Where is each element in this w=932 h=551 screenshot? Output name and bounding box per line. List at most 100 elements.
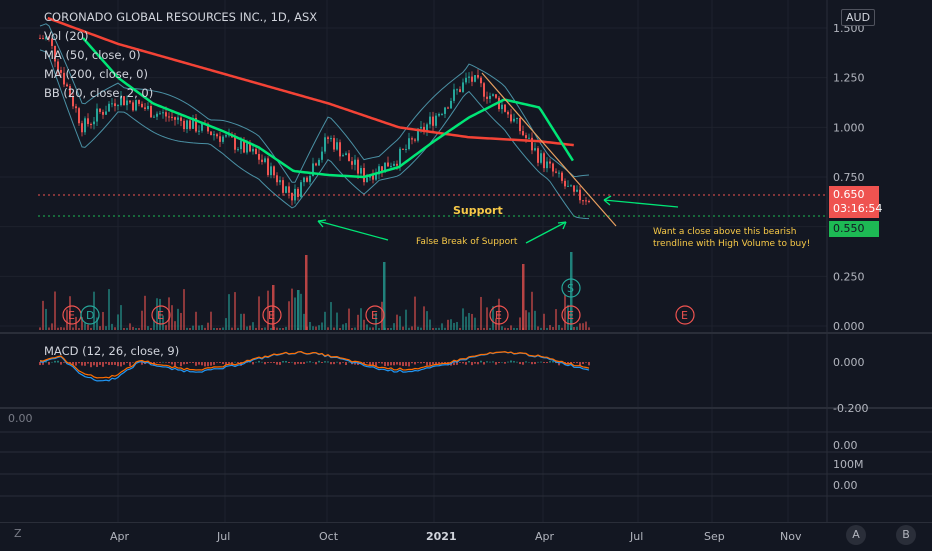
macd-axis[interactable]: 0.000 -0.200 bbox=[833, 356, 868, 415]
marker-circle bbox=[675, 305, 695, 325]
candle-body bbox=[492, 94, 494, 96]
candle-body bbox=[291, 192, 293, 201]
macd-histogram-bar bbox=[396, 362, 398, 365]
macd-histogram-bar bbox=[306, 361, 308, 363]
candle-body bbox=[147, 105, 149, 109]
macd-histogram-bar bbox=[558, 362, 560, 366]
volume-bar bbox=[381, 301, 383, 330]
candle-body bbox=[417, 128, 419, 141]
macd-histogram-bar bbox=[159, 362, 161, 363]
candle-body bbox=[465, 77, 467, 83]
time-axis[interactable]: Apr Jul Oct 2021 Apr Jul Sep Nov bbox=[110, 530, 802, 543]
earnings-marker: E bbox=[489, 305, 509, 325]
macd-histogram-bar bbox=[99, 362, 101, 365]
currency-button[interactable]: AUD bbox=[841, 9, 876, 26]
candle-body bbox=[156, 113, 158, 117]
macd-histogram-bar bbox=[411, 362, 413, 364]
candle-body bbox=[333, 138, 335, 150]
volume-bar bbox=[492, 306, 494, 330]
volume-bar bbox=[282, 328, 284, 330]
volume-bar bbox=[63, 327, 65, 330]
candle-body bbox=[582, 200, 584, 202]
candle-body bbox=[399, 148, 401, 166]
candle-body bbox=[177, 117, 179, 120]
candle-body bbox=[447, 107, 449, 109]
volume-bar bbox=[270, 327, 272, 330]
legend-ma200[interactable]: MA (200, close, 0) bbox=[44, 67, 148, 81]
candle-body bbox=[480, 77, 482, 84]
macd-histogram-bar bbox=[549, 361, 551, 363]
candle-body bbox=[81, 123, 83, 133]
candle-body bbox=[486, 96, 488, 99]
macd-histogram-bar bbox=[480, 360, 482, 363]
candle-body bbox=[552, 163, 554, 172]
macd-histogram-bar bbox=[282, 361, 284, 363]
volume-bar bbox=[102, 311, 104, 330]
ma200-line bbox=[47, 16, 574, 147]
legend-bb[interactable]: BB (20, close, 2, 0) bbox=[44, 86, 154, 100]
candle-body bbox=[198, 130, 200, 132]
auto-scale-button[interactable]: A bbox=[846, 525, 866, 545]
volume-bar bbox=[474, 317, 476, 330]
volume-bar bbox=[324, 311, 326, 330]
macd-histogram-bar bbox=[198, 362, 200, 365]
legend-ma50[interactable]: MA (50, close, 0) bbox=[44, 48, 141, 62]
volume-bar bbox=[513, 327, 515, 330]
zoom-button[interactable]: Z bbox=[14, 527, 22, 540]
macd-histogram-bar bbox=[192, 362, 194, 363]
volume-bar bbox=[72, 327, 74, 330]
volume-bar bbox=[132, 326, 134, 330]
macd-histogram-bar bbox=[225, 362, 227, 365]
candle-body bbox=[96, 108, 98, 122]
macd-histogram-bar bbox=[39, 362, 41, 366]
candle-body bbox=[138, 100, 140, 104]
legend-vol[interactable]: Vol (20) bbox=[44, 29, 89, 43]
candle-body bbox=[330, 138, 332, 140]
event-markers[interactable]: E E E E E E EDS bbox=[62, 278, 695, 325]
volume-bar bbox=[327, 327, 329, 330]
price-tick-label: 0.000 bbox=[833, 320, 865, 333]
volume-bar bbox=[540, 327, 542, 330]
volume-bar bbox=[321, 322, 323, 330]
volume-bar bbox=[174, 321, 176, 330]
log-scale-button[interactable]: B bbox=[896, 525, 916, 545]
time-tick-label: Sep bbox=[704, 530, 725, 543]
volume-bar bbox=[180, 312, 182, 330]
candle-body bbox=[255, 148, 257, 154]
macd-histogram-bar bbox=[528, 361, 530, 363]
volume-bar bbox=[543, 313, 545, 330]
candle-body bbox=[108, 103, 110, 112]
volume-bar bbox=[459, 327, 461, 330]
volume-bar bbox=[366, 324, 368, 330]
legend-macd[interactable]: MACD (12, 26, close, 9) bbox=[44, 344, 180, 358]
bearish-trendline[interactable] bbox=[481, 72, 617, 227]
volume-bar bbox=[564, 294, 566, 330]
candle-body bbox=[189, 120, 191, 129]
marker-circle bbox=[151, 305, 171, 325]
candle-body bbox=[513, 118, 515, 122]
volume-bar bbox=[531, 291, 533, 330]
volume-bar bbox=[87, 324, 89, 330]
marker-text: E bbox=[567, 309, 574, 322]
volume-bar bbox=[165, 325, 167, 330]
symbol-title[interactable]: CORONADO GLOBAL RESOURCES INC., 1D, ASX bbox=[44, 10, 318, 24]
candle-body bbox=[111, 103, 113, 105]
candle-body bbox=[390, 165, 392, 167]
volume-bar bbox=[441, 323, 443, 330]
macd-histogram-bar bbox=[42, 362, 44, 365]
candle-body bbox=[375, 174, 377, 180]
macd-histogram-bar bbox=[108, 362, 110, 366]
moving-averages bbox=[47, 16, 574, 179]
volume-bar bbox=[501, 326, 503, 330]
macd-histogram-bar bbox=[252, 362, 254, 365]
macd-histogram-bar bbox=[366, 362, 368, 363]
candle-body bbox=[210, 131, 212, 136]
volume-bar bbox=[105, 326, 107, 330]
candle-body bbox=[78, 108, 80, 124]
volume-bar bbox=[156, 298, 158, 330]
macd-histogram-bar bbox=[465, 362, 467, 365]
volume-bar bbox=[153, 319, 155, 330]
volume-bar bbox=[39, 327, 41, 330]
